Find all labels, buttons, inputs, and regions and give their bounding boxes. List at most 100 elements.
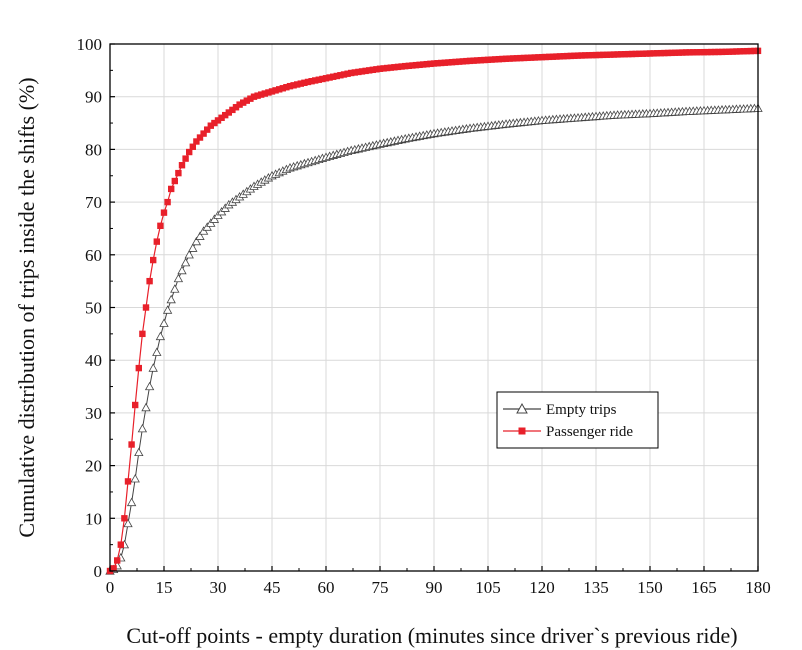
data-point-square	[531, 54, 538, 61]
data-point-square	[117, 541, 124, 548]
data-point-square	[333, 72, 340, 80]
data-point-square	[243, 97, 250, 104]
data-point-square	[740, 48, 747, 55]
data-point-triangle	[170, 284, 180, 293]
data-point-square	[697, 49, 704, 56]
data-point-square	[618, 51, 625, 58]
data-point-square	[362, 67, 369, 75]
data-point-square	[315, 76, 322, 83]
data-point-square	[160, 209, 168, 216]
data-point-square	[589, 51, 596, 59]
data-point-square	[466, 57, 474, 65]
x-tick-label: 60	[318, 578, 335, 597]
data-point-square	[135, 364, 142, 372]
data-point-square	[344, 70, 351, 77]
data-point-square	[715, 48, 722, 56]
x-tick-label: 135	[583, 578, 609, 597]
data-point-triangle	[137, 423, 148, 433]
data-point-triangle	[195, 231, 205, 240]
y-tick-label: 60	[85, 246, 102, 265]
data-point-square	[200, 130, 207, 137]
data-point-square	[225, 109, 232, 116]
data-point-square	[686, 49, 693, 56]
data-point-square	[585, 52, 592, 59]
data-point-square	[196, 134, 204, 141]
data-point-square	[438, 59, 445, 67]
series-layer	[105, 47, 763, 575]
data-point-square	[157, 222, 164, 230]
data-point-square	[495, 55, 502, 63]
data-point-square	[387, 64, 394, 71]
data-point-square	[481, 56, 488, 64]
data-point-square	[726, 48, 733, 55]
data-point-square	[556, 53, 564, 60]
data-point-square	[517, 54, 524, 62]
data-point-square	[412, 61, 420, 69]
legend-label-empty-trips: Empty trips	[546, 402, 617, 418]
data-point-square	[384, 64, 391, 72]
data-point-square	[528, 54, 535, 61]
data-point-triangle	[159, 318, 169, 327]
data-point-square	[632, 50, 639, 58]
data-point-square	[560, 53, 567, 60]
data-point-square	[409, 62, 416, 69]
data-point-square	[607, 51, 614, 58]
data-point-square	[538, 53, 546, 61]
data-point-square	[578, 52, 585, 59]
data-point-square	[128, 441, 135, 448]
data-point-square	[423, 60, 430, 68]
data-point-square	[229, 106, 236, 114]
data-point-square	[416, 61, 423, 69]
data-point-square	[254, 92, 261, 99]
data-point-square	[654, 50, 661, 57]
legend-marker-square-icon	[518, 427, 526, 435]
x-tick-label: 75	[372, 578, 389, 597]
data-point-square	[621, 51, 628, 58]
data-point-square	[366, 67, 373, 74]
data-point-square	[139, 330, 146, 338]
data-point-square	[304, 78, 312, 86]
data-point-square	[168, 185, 175, 193]
data-point-square	[718, 48, 726, 56]
data-point-square	[265, 89, 272, 96]
data-point-square	[301, 79, 308, 86]
data-point-square	[279, 85, 286, 92]
data-point-square	[639, 50, 646, 57]
data-point-square	[553, 53, 560, 60]
data-point-square	[276, 86, 283, 93]
legend-marker-triangle-icon	[516, 402, 528, 414]
x-tick-label: 105	[475, 578, 501, 597]
data-point-square	[675, 49, 682, 56]
data-point-square	[524, 54, 531, 62]
data-point-square	[319, 75, 326, 83]
data-point-square	[747, 47, 754, 55]
data-point-square	[499, 55, 506, 63]
data-point-square	[564, 52, 571, 60]
data-point-square	[513, 55, 520, 62]
data-point-square	[448, 58, 456, 66]
y-tick-label: 90	[85, 88, 102, 107]
data-point-square	[729, 48, 736, 55]
data-point-square	[258, 91, 265, 98]
data-point-square	[340, 71, 348, 78]
data-point-triangle	[130, 473, 140, 483]
data-point-square	[211, 119, 218, 127]
data-point-square	[643, 50, 650, 57]
data-point-square	[322, 75, 330, 82]
data-point-square	[178, 162, 186, 169]
data-point-square	[175, 169, 182, 177]
data-point-square	[218, 114, 225, 121]
data-point-square	[459, 58, 466, 65]
data-point-square	[722, 48, 729, 55]
data-point-triangle	[144, 381, 155, 391]
data-point-square	[186, 148, 193, 156]
data-point-square	[650, 50, 657, 57]
data-point-square	[614, 51, 621, 58]
data-point-square	[132, 401, 139, 409]
data-point-square	[492, 56, 499, 63]
data-point-square	[373, 66, 380, 73]
data-point-square	[283, 84, 290, 91]
data-point-square	[250, 93, 258, 100]
data-point-square	[268, 88, 276, 95]
y-tick-label: 50	[85, 299, 102, 318]
